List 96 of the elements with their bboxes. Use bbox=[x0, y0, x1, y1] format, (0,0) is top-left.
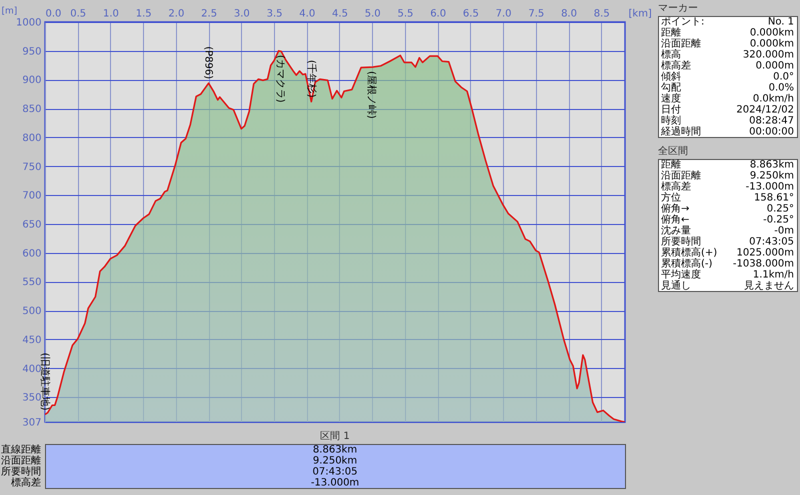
text: 俯角→ bbox=[661, 202, 690, 214]
text: 8.863km bbox=[312, 444, 358, 456]
y-axis-title: [m] bbox=[2, 6, 18, 16]
text: 9.250km bbox=[750, 170, 794, 182]
text: 0.000m bbox=[756, 60, 794, 72]
text: 経過時間 bbox=[660, 126, 701, 138]
text: No. 1 bbox=[768, 16, 794, 28]
text: 沿面距離 bbox=[661, 170, 701, 182]
text: 累積標高(+) bbox=[661, 246, 718, 258]
text: 標高差 bbox=[661, 180, 691, 192]
text: 所要時間 bbox=[661, 236, 701, 248]
text: 区間 1 bbox=[320, 431, 350, 442]
text: 320.000m bbox=[742, 50, 794, 60]
x-tick-label: 1.0 bbox=[102, 8, 119, 20]
text: 傾斜 bbox=[661, 70, 681, 82]
x-tick-label: 6.5 bbox=[462, 8, 479, 20]
y-tick-label: 1000 bbox=[16, 18, 42, 28]
text: 速度 bbox=[661, 92, 681, 104]
text: 2024/12/02 bbox=[736, 104, 794, 116]
text: 08:28:47 bbox=[749, 116, 794, 126]
y-tick-label: 900 bbox=[22, 75, 42, 86]
text: -0.25° bbox=[763, 214, 794, 226]
x-tick-label: 8.0 bbox=[561, 8, 577, 20]
x-tick-label: 0.0 bbox=[46, 8, 62, 20]
text: 所要時間 bbox=[1, 466, 41, 478]
x-tick-label: 6.0 bbox=[430, 8, 446, 20]
text: 累積標高(-) bbox=[661, 258, 713, 270]
y-tick-label: 650 bbox=[22, 220, 42, 231]
y-tick-label: 500 bbox=[22, 306, 42, 318]
text: 距離 bbox=[661, 158, 681, 170]
x-tick-label: 7.5 bbox=[528, 8, 544, 20]
x-tick-label: 7.0 bbox=[496, 8, 512, 20]
text: 沿面距離 bbox=[1, 454, 41, 466]
y-tick-label: 450 bbox=[22, 334, 42, 346]
text: 0.0km/h bbox=[752, 94, 794, 104]
text: 標高 bbox=[661, 48, 681, 60]
y-tick-label: 600 bbox=[22, 248, 42, 260]
text: 0.25° bbox=[766, 204, 794, 214]
text: -13.000m bbox=[746, 182, 794, 192]
text: 見通し bbox=[661, 280, 691, 292]
text: 勾配 bbox=[661, 82, 681, 94]
text: 日付 bbox=[661, 104, 681, 116]
text: 沈み量 bbox=[661, 224, 691, 236]
text: 0.000km bbox=[750, 28, 794, 38]
text: 全区間 bbox=[658, 145, 688, 157]
text: 標高差 bbox=[11, 476, 41, 488]
y-tick-label: 850 bbox=[22, 104, 42, 116]
text: 俯角← bbox=[661, 214, 690, 226]
x-tick-label: 0.5 bbox=[70, 8, 86, 20]
y-tick-label: 307 bbox=[22, 418, 42, 428]
text: 9.250km bbox=[312, 456, 358, 466]
text: -1038.000m bbox=[732, 258, 794, 270]
x-tick-label: 4.0 bbox=[299, 8, 316, 20]
text: 沿面距離 bbox=[661, 38, 701, 50]
text: 07:43:05 bbox=[312, 466, 358, 478]
x-tick-label: 3.0 bbox=[234, 8, 250, 20]
annotation: (カマクラ) bbox=[274, 54, 286, 103]
text: 距離 bbox=[661, 26, 681, 38]
x-tick-label: 4.5 bbox=[332, 8, 348, 20]
text: 00:00:00 bbox=[749, 126, 794, 138]
y-tick-label: 400 bbox=[22, 364, 42, 375]
x-tick-label: 5.5 bbox=[397, 8, 414, 20]
y-tick-label: 550 bbox=[22, 277, 42, 288]
text: 1.1km/h bbox=[752, 270, 794, 280]
text: 方位 bbox=[661, 192, 681, 204]
text: ポイント: bbox=[661, 16, 704, 28]
x-tick-label: 1.5 bbox=[136, 8, 152, 20]
annotation: (千年杉) bbox=[305, 60, 318, 98]
y-tick-label: 350 bbox=[22, 392, 42, 404]
x-tick-label: 2.0 bbox=[168, 8, 184, 20]
text: -0m bbox=[774, 226, 794, 236]
x-tick-label: 2.5 bbox=[201, 8, 218, 20]
annotation: (P896) bbox=[202, 46, 214, 80]
text: 見えません bbox=[744, 280, 794, 292]
y-tick-label: 800 bbox=[22, 132, 42, 144]
y-tick-label: 750 bbox=[22, 162, 42, 173]
text: 158.61° bbox=[754, 192, 794, 204]
text: 0.0° bbox=[773, 72, 794, 82]
y-tick-label: 700 bbox=[22, 190, 42, 202]
text: 07:43:05 bbox=[749, 236, 794, 248]
y-tick-label: 950 bbox=[22, 46, 42, 58]
text: -13.000m bbox=[310, 478, 360, 488]
x-tick-label: 3.5 bbox=[266, 8, 282, 20]
text: 平均速度 bbox=[661, 268, 701, 280]
text: 時刻 bbox=[661, 114, 681, 126]
x-tick-label: 5.0 bbox=[364, 8, 381, 20]
x-axis-title: [km] bbox=[628, 8, 652, 20]
annotation: (屋根ノ峠) bbox=[366, 71, 378, 119]
text: 0.0% bbox=[768, 82, 794, 94]
x-tick-label: 8.5 bbox=[594, 8, 610, 20]
text: 標高差 bbox=[661, 60, 691, 72]
text: 1025.000m bbox=[736, 248, 794, 258]
text: 0.000km bbox=[750, 38, 794, 50]
text: マーカー bbox=[658, 3, 698, 14]
text: 直線距離 bbox=[1, 444, 41, 456]
text: 8.863km bbox=[750, 160, 794, 170]
